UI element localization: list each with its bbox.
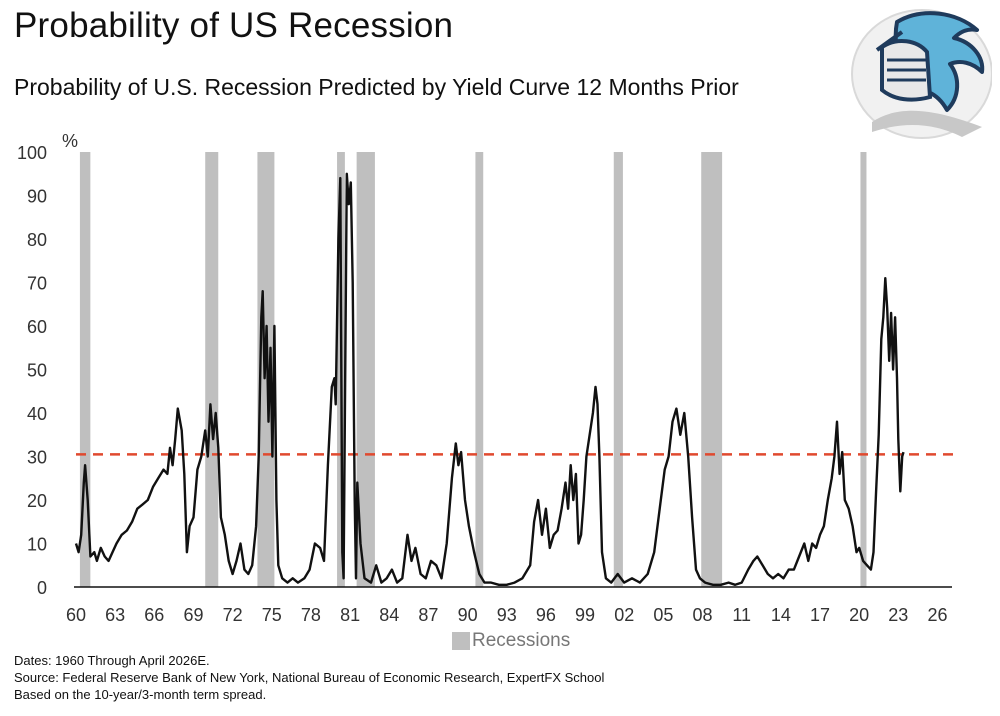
x-tick-label: 60 bbox=[66, 605, 86, 625]
x-tick-label: 81 bbox=[340, 605, 360, 625]
page-title: Probability of US Recession bbox=[14, 6, 454, 45]
x-tick-label: 66 bbox=[144, 605, 164, 625]
y-tick-label: 90 bbox=[27, 187, 47, 207]
x-tick-label: 08 bbox=[693, 605, 713, 625]
recession-band bbox=[356, 152, 375, 587]
x-tick-label: 23 bbox=[888, 605, 908, 625]
recession-band bbox=[860, 152, 867, 587]
y-tick-label: 50 bbox=[27, 361, 47, 381]
y-tick-label: 40 bbox=[27, 404, 47, 424]
x-tick-label: 17 bbox=[810, 605, 830, 625]
y-tick-label: 10 bbox=[27, 535, 47, 555]
x-tick-label: 90 bbox=[458, 605, 478, 625]
x-tick-label: 75 bbox=[262, 605, 282, 625]
x-tick-label: 93 bbox=[497, 605, 517, 625]
footer-notes: Dates: 1960 Through April 2026E. Source:… bbox=[14, 652, 604, 703]
y-tick-label: 0 bbox=[37, 578, 47, 598]
series-line-recession-probability bbox=[74, 172, 905, 586]
y-tick-label: 30 bbox=[27, 448, 47, 468]
legend: Recessions bbox=[452, 630, 570, 652]
knight-helmet-logo-icon bbox=[851, 9, 992, 139]
x-tick-label: 14 bbox=[771, 605, 791, 625]
footer-dates: Dates: 1960 Through April 2026E. bbox=[14, 653, 210, 668]
recession-band bbox=[205, 152, 219, 587]
y-tick-label: 20 bbox=[27, 491, 47, 511]
x-tick-label: 05 bbox=[653, 605, 673, 625]
x-tick-label: 78 bbox=[301, 605, 321, 625]
x-tick-label: 69 bbox=[183, 605, 203, 625]
footer-basis: Based on the 10-year/3-month term spread… bbox=[14, 687, 267, 702]
recession-band bbox=[701, 152, 723, 587]
x-tick-label: 63 bbox=[105, 605, 125, 625]
x-tick-label: 11 bbox=[732, 605, 751, 625]
y-tick-label: 70 bbox=[27, 274, 47, 294]
recession-band bbox=[475, 152, 484, 587]
x-tick-label: 26 bbox=[927, 605, 947, 625]
x-tick-label: 87 bbox=[418, 605, 438, 625]
recession-band bbox=[79, 152, 91, 587]
y-tick-label: 60 bbox=[27, 317, 47, 337]
x-tick-label: 99 bbox=[575, 605, 595, 625]
y-axis-unit-label: % bbox=[62, 131, 78, 151]
y-tick-label: 80 bbox=[27, 230, 47, 250]
x-tick-label: 96 bbox=[536, 605, 556, 625]
y-tick-label: 100 bbox=[17, 143, 47, 163]
chart-subtitle: Probability of U.S. Recession Predicted … bbox=[14, 74, 739, 100]
legend-recession-label: Recessions bbox=[472, 630, 571, 651]
x-tick-label: 72 bbox=[223, 605, 243, 625]
legend-recession-swatch bbox=[452, 632, 470, 650]
x-tick-label: 84 bbox=[379, 605, 399, 625]
x-tick-label: 02 bbox=[614, 605, 634, 625]
recession-band bbox=[613, 152, 623, 587]
x-tick-label: 20 bbox=[849, 605, 869, 625]
footer-source: Source: Federal Reserve Bank of New York… bbox=[14, 670, 605, 685]
